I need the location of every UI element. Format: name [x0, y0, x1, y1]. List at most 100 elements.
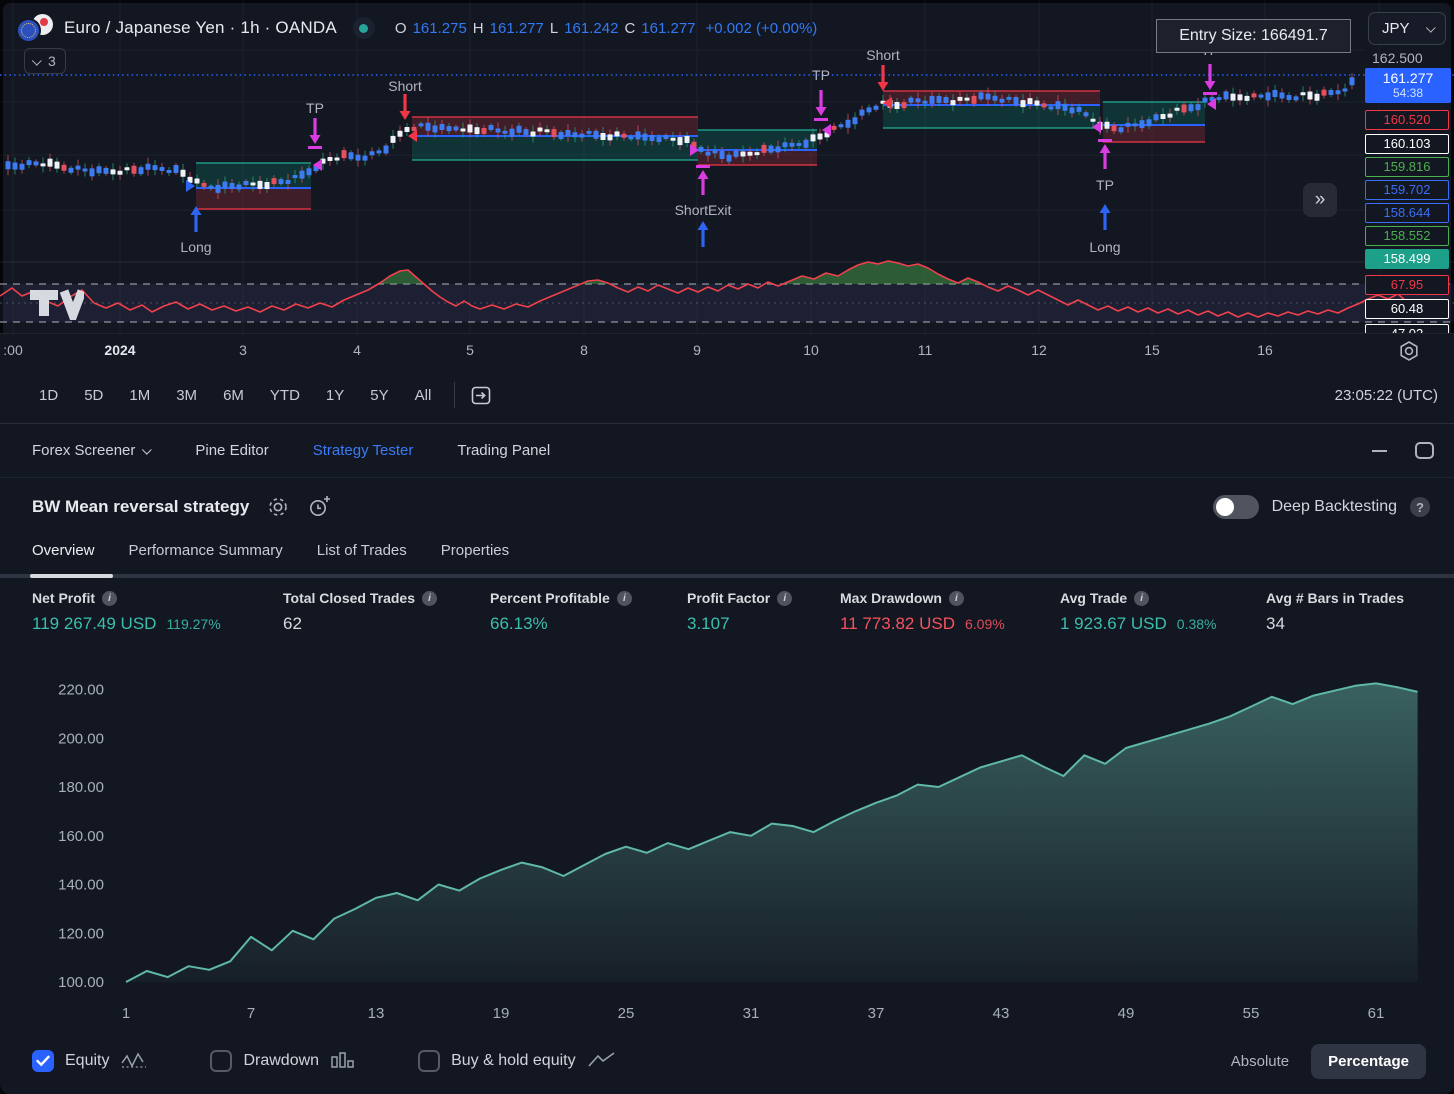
object-tree-badge[interactable]: 3 [24, 48, 66, 74]
tab-trading-panel[interactable]: Trading Panel [457, 442, 550, 459]
price-level-label: 158.644 [1365, 203, 1449, 223]
minimize-panel-icon[interactable] [1372, 450, 1387, 452]
time-axis-tick: 16 [1257, 342, 1273, 358]
market-status-dot[interactable] [353, 17, 375, 39]
price-level-label: 159.816 [1365, 157, 1449, 177]
checked-checkbox-icon[interactable] [32, 1050, 54, 1072]
help-icon[interactable]: ? [1410, 497, 1430, 517]
info-icon[interactable]: i [422, 591, 437, 606]
price-level-label: 159.702 [1365, 180, 1449, 200]
time-axis-tick: 8 [580, 342, 588, 358]
panel-window-controls [1372, 442, 1434, 459]
range-button-ytd[interactable]: YTD [261, 381, 309, 410]
ohlc-value: 161.275 [413, 20, 467, 37]
equity-y-tick: 160.00 [58, 828, 104, 845]
tradingview-logo[interactable] [28, 284, 84, 325]
equity-y-tick: 120.00 [58, 925, 104, 942]
subtab-list-of-trades[interactable]: List of Trades [317, 542, 407, 559]
maximize-panel-icon[interactable] [1415, 442, 1434, 459]
deep-backtesting-toggle[interactable] [1213, 495, 1259, 519]
info-icon[interactable]: i [617, 591, 632, 606]
range-button-6m[interactable]: 6M [214, 381, 253, 410]
drawdown-bars-icon [330, 1051, 356, 1071]
stat-value: 66.13% [490, 614, 548, 634]
subtab-properties[interactable]: Properties [441, 542, 509, 559]
trade-marker-label: Short [866, 47, 900, 63]
price-chart-pane[interactable]: LongTPShortShortExitTPShortTPLongTP Euro… [0, 0, 1454, 333]
tab-forex-screener[interactable]: Forex Screener [32, 442, 151, 459]
price-scale-label: 162.500 [1372, 50, 1423, 66]
equity-x-tick: 1 [122, 1005, 130, 1022]
equity-x-tick: 61 [1368, 1005, 1385, 1022]
ohlc-key: C [624, 20, 635, 37]
trade-signal-arrow [308, 118, 322, 149]
utc-clock[interactable]: 23:05:22 (UTC) [1335, 387, 1438, 404]
trade-marker-label: TP [812, 67, 830, 83]
unchecked-checkbox-icon[interactable] [418, 1050, 440, 1072]
time-axis[interactable]: :002024345891011121516 [0, 333, 1454, 367]
equity-y-tick: 200.00 [58, 730, 104, 747]
add-alert-icon[interactable] [307, 495, 331, 519]
tab-strategy-tester[interactable]: Strategy Tester [313, 442, 414, 459]
symbol-title[interactable]: Euro / Japanese Yen · 1h · OANDA [64, 18, 337, 38]
stat-label: Net Profit [32, 590, 95, 606]
equity-x-tick: 7 [247, 1005, 255, 1022]
go-to-date-icon[interactable] [469, 383, 493, 407]
equity-chart-controls: Equity Drawdown [0, 1038, 1454, 1084]
panel-tab-bar: Forex Screener Pine Editor Strategy Test… [0, 424, 1454, 478]
time-axis-tick: 10 [803, 342, 819, 358]
stat-profit-factor: Profit Factori3.107 [687, 590, 792, 634]
equity-checkbox[interactable]: Equity [32, 1050, 148, 1072]
absolute-mode-button[interactable]: Absolute [1231, 1053, 1289, 1070]
stat-value: 34 [1266, 614, 1285, 634]
stat-avg-trade: Avg Tradei1 923.67 USD0.38% [1060, 590, 1217, 634]
range-button-1m[interactable]: 1M [120, 381, 159, 410]
ohlc-key: O [395, 20, 407, 37]
time-axis-tick: 2024 [104, 342, 135, 358]
date-range-buttons: 1D 5D 1M 3M 6M YTD 1Y 5Y All [30, 381, 440, 410]
trade-marker-label: Long [180, 239, 211, 255]
info-icon[interactable]: i [777, 591, 792, 606]
range-button-all[interactable]: All [406, 381, 441, 410]
trade-marker-label: TP [1096, 177, 1114, 193]
drawdown-checkbox[interactable]: Drawdown [210, 1050, 356, 1072]
subtab-overview[interactable]: Overview [32, 542, 95, 559]
time-axis-tick: 3 [239, 342, 247, 358]
trade-marker-label: TP [306, 100, 324, 116]
trade-marker-label: ShortExit [675, 202, 732, 218]
time-axis-tick: 4 [353, 342, 361, 358]
ohlc-value: 161.242 [564, 20, 618, 37]
percentage-mode-button[interactable]: Percentage [1311, 1044, 1426, 1079]
price-scale[interactable]: 162.500161.27754:38160.520160.103159.816… [1362, 0, 1454, 333]
time-axis-tick: 5 [466, 342, 474, 358]
currency-dropdown[interactable]: JPY [1368, 12, 1446, 45]
info-icon[interactable]: i [1134, 591, 1149, 606]
range-button-3m[interactable]: 3M [167, 381, 206, 410]
equity-y-tick: 180.00 [58, 779, 104, 796]
equity-x-tick: 31 [743, 1005, 760, 1022]
unchecked-checkbox-icon[interactable] [210, 1050, 232, 1072]
stat-value: 119 267.49 USD [32, 614, 156, 634]
subtab-scroll-track[interactable] [0, 574, 1454, 578]
equity-zigzag-icon [120, 1051, 148, 1071]
equity-y-tick: 220.00 [58, 682, 104, 699]
equity-x-tick: 19 [493, 1005, 510, 1022]
tab-pine-editor[interactable]: Pine Editor [195, 442, 268, 459]
time-axis-tick: 9 [693, 342, 701, 358]
subtab-performance-summary[interactable]: Performance Summary [129, 542, 283, 559]
strategy-settings-gear-icon[interactable] [267, 496, 289, 518]
range-button-1d[interactable]: 1D [30, 381, 67, 410]
stat-label: Total Closed Trades [283, 590, 415, 606]
stat-value: 11 773.82 USD [840, 614, 955, 634]
info-icon[interactable]: i [102, 591, 117, 606]
equity-x-tick: 49 [1118, 1005, 1135, 1022]
time-axis-tick: :00 [3, 342, 22, 358]
equity-x-tick: 25 [618, 1005, 635, 1022]
info-icon[interactable]: i [949, 591, 964, 606]
range-button-5y[interactable]: 5Y [361, 381, 397, 410]
buy-hold-equity-checkbox[interactable]: Buy & hold equity [418, 1050, 617, 1072]
range-button-5d[interactable]: 5D [75, 381, 112, 410]
scroll-to-right-button[interactable]: » [1303, 183, 1337, 217]
range-button-1y[interactable]: 1Y [317, 381, 353, 410]
axis-settings-gear-icon[interactable] [1398, 340, 1420, 367]
